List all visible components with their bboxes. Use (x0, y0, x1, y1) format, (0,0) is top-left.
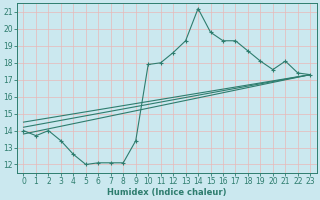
X-axis label: Humidex (Indice chaleur): Humidex (Indice chaleur) (107, 188, 227, 197)
